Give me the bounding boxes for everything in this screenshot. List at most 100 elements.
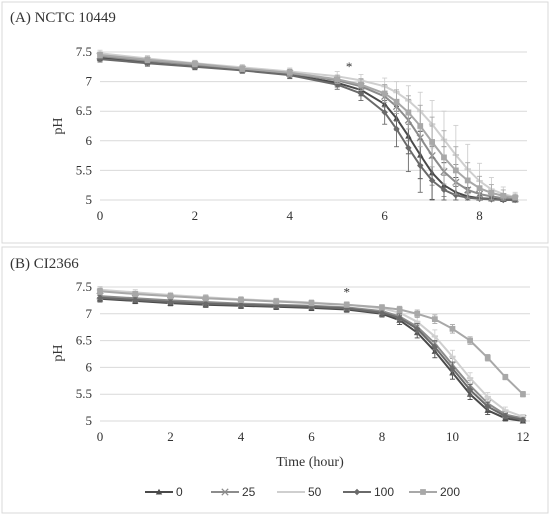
panel-b-data-point	[167, 293, 174, 299]
panel-b-data-point	[502, 412, 509, 420]
panel-b-data-point	[202, 300, 209, 307]
panel-a-data-point	[239, 65, 246, 72]
panel-b-data-point	[466, 386, 474, 394]
panel-b-y-tick-label: 7.5	[76, 279, 92, 294]
panel-a-data-point	[417, 162, 424, 169]
panel-b-data-point	[343, 301, 350, 308]
panel-a-y-axis-title: pH	[51, 117, 66, 134]
panel-b-data-point	[238, 296, 244, 303]
panel-a-data-point	[500, 192, 507, 199]
panel-b-data-point	[467, 337, 473, 344]
panel-a-frame	[1, 1, 549, 244]
panel-a-x-tick-label: 6	[381, 208, 388, 223]
panel-b-data-point	[132, 291, 139, 297]
panel-b-x-tick-label: 4	[238, 429, 245, 444]
panel-b-data-point	[484, 403, 491, 410]
legend: 0 25 50 100 200	[145, 485, 460, 499]
panel-b-data-point	[308, 300, 315, 306]
legend-marker	[353, 488, 361, 496]
panel-a-data-point	[428, 177, 436, 184]
panel-b-y-tick-label: 6.5	[76, 333, 92, 348]
legend-item-50: 50	[277, 485, 322, 499]
panel-b-data-point	[96, 294, 104, 301]
panel-b-data-point	[237, 301, 245, 308]
panel-b-data-point	[414, 310, 421, 317]
panel-b-y-tick-label: 7	[86, 306, 93, 321]
panel-b-gridlines	[100, 286, 530, 422]
panel-a-y-tick-label: 5	[86, 192, 93, 207]
panel-b-title: (B) CI2366	[10, 256, 79, 272]
panel-a-series-200	[97, 51, 519, 201]
panel-b-data-point	[520, 391, 526, 398]
panel-b-x-tick-label: 12	[516, 429, 529, 444]
panel-a-significance-marker: *	[346, 59, 353, 74]
panel-a-data-point	[358, 81, 364, 88]
panel-a-data-point	[393, 98, 400, 105]
panel-b-data-point	[396, 314, 403, 322]
legend-item-0: 0	[145, 485, 183, 499]
legend-label: 0	[176, 485, 183, 499]
panel-b-x-tick-label: 10	[446, 429, 459, 444]
panel-a-data-point	[464, 177, 471, 184]
panel-b-y-tick-label: 6	[86, 359, 93, 374]
panel-a-data-point	[429, 139, 435, 145]
panel-b-data-point	[484, 354, 491, 361]
panel-b-x-axis-title: Time (hour)	[276, 455, 344, 470]
panel-a-x-tick-label: 0	[97, 208, 104, 223]
panel-a-data-point	[97, 52, 103, 58]
legend-marker	[420, 489, 426, 495]
panel-b-data-point	[202, 295, 209, 302]
legend-item-25: 25	[211, 485, 256, 499]
panel-a-y-tick-label: 6	[86, 133, 93, 148]
panel-a-title: (A) NCTC 10449	[10, 10, 116, 26]
panel-a-x-tick-label: 2	[192, 208, 199, 223]
panel-b-data-point	[273, 298, 280, 305]
panel-a-x-tick-label: 8	[476, 208, 483, 223]
panel-b-data-point	[414, 325, 421, 333]
panel-a-data-point	[192, 60, 198, 67]
panel-b-y-tick-label: 5	[86, 413, 93, 428]
legend-label: 50	[308, 485, 322, 499]
panel-a-y-tick-label: 7	[86, 74, 93, 89]
panel-b-data-point	[519, 416, 527, 424]
panel-b-series	[96, 286, 527, 424]
panel-a-data-point	[144, 56, 151, 63]
panel-b-y-tick-labels: 5 5.5 6 6.5 7 7.5	[76, 279, 93, 428]
panel-a-data-point	[476, 185, 483, 192]
panel-b-x-tick-label: 6	[308, 429, 315, 444]
legend-item-100: 100	[343, 485, 394, 499]
panel-a-y-tick-label: 7.5	[76, 44, 92, 59]
panel-a-data-point	[488, 190, 495, 196]
panel-a-y-tick-labels: 5 5.5 6 6.5 7 7.5	[76, 44, 93, 207]
legend-label: 25	[242, 485, 256, 499]
panel-a-data-point	[286, 69, 293, 76]
panel-b-data-point	[167, 298, 174, 306]
legend-marker	[155, 488, 163, 495]
panel-a-data-point	[440, 186, 448, 194]
panel-b-series-200	[97, 287, 526, 398]
panel-a-data-point	[357, 90, 365, 97]
panel-a-x-tick-labels: 0 2 4 6 8	[97, 208, 483, 223]
panel-b-data-point	[502, 374, 509, 380]
panel-b-significance-marker: *	[343, 285, 350, 300]
panel-b-data-point	[379, 304, 385, 311]
panel-b-data-point	[97, 288, 103, 295]
panel-b-data-point	[132, 296, 139, 304]
panel-b-data-point	[449, 325, 456, 332]
panel-b-data-point	[431, 343, 439, 351]
panel-a-data-point	[393, 125, 400, 133]
panel-a-data-point	[452, 167, 459, 174]
panel-b-data-point	[396, 306, 403, 313]
legend-label: 100	[374, 485, 394, 499]
panel-a-data-point	[381, 109, 388, 116]
panel-a-data-point	[96, 55, 104, 63]
panel-a-data-point	[441, 154, 447, 161]
panel-a-data-point	[417, 123, 424, 129]
panel-a-data-point	[334, 76, 341, 83]
panel-a-data-point	[405, 109, 412, 116]
panel-b-y-axis-title: pH	[51, 344, 66, 361]
panel-a-series	[96, 49, 519, 204]
panel-b-x-tick-label: 0	[97, 429, 104, 444]
